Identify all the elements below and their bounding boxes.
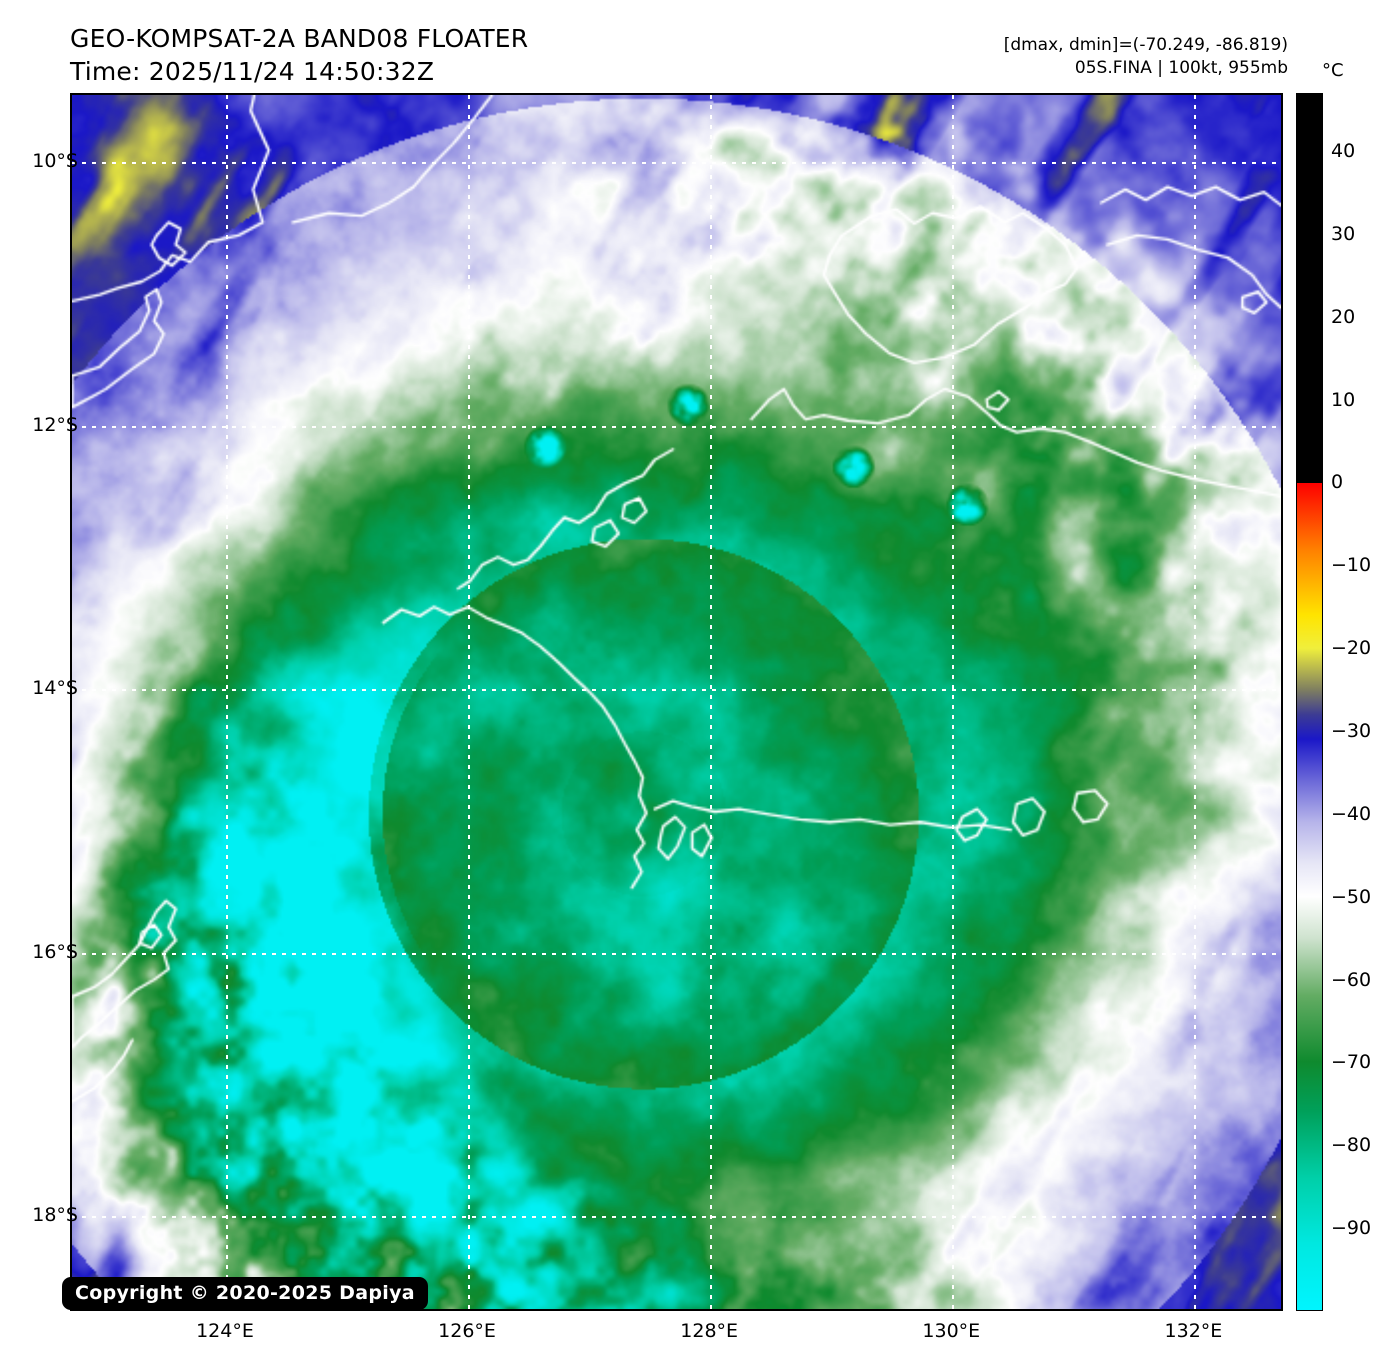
colorbar-tick-label: −50 [1331, 885, 1372, 908]
x-tick-label: 126°E [438, 1320, 496, 1342]
x-tick-label: 130°E [922, 1320, 981, 1342]
colorbar-tick-label: −70 [1331, 1051, 1372, 1074]
product-title: GEO-KOMPSAT-2A BAND08 FLOATER [70, 24, 529, 53]
colorbar-tick-label: −20 [1331, 637, 1372, 660]
colorbar-tick-label: −90 [1331, 1217, 1372, 1240]
copyright-badge: Copyright © 2020-2025 Dapiya [62, 1277, 428, 1310]
colorbar-unit-label: °C [1322, 60, 1344, 81]
y-tick-label: 12°S [32, 413, 78, 436]
x-tick-label: 128°E [680, 1320, 739, 1342]
storm-info-label: 05S.FINA | 100kt, 955mb [1074, 58, 1288, 78]
satellite-imagery [72, 95, 1281, 1309]
page-title: GEO-KOMPSAT-2A BAND08 FLOATER Time: 2025… [70, 22, 528, 88]
y-tick-label: 16°S [32, 940, 78, 963]
x-tick-label: 124°E [196, 1320, 254, 1342]
colorbar-tick-label: −80 [1331, 1134, 1372, 1157]
colorbar-tick-label: 10 [1331, 388, 1356, 411]
y-tick-label: 10°S [32, 150, 78, 173]
colorbar-tick-label: −10 [1331, 554, 1372, 577]
x-tick-label: 132°E [1164, 1320, 1223, 1342]
colorbar-tick-label: −60 [1331, 968, 1372, 991]
y-tick-label: 14°S [32, 677, 78, 700]
colorbar-tick-label: −40 [1331, 802, 1372, 825]
colorbar-tick-label: 20 [1331, 305, 1356, 328]
colorbar-tick-label: 0 [1331, 471, 1344, 494]
colorbar[interactable] [1296, 93, 1323, 1311]
header-metadata: [dmax, dmin]=(-70.249, -86.819) 05S.FINA… [1004, 34, 1288, 80]
timestamp-label: Time: 2025/11/24 14:50:32Z [70, 57, 435, 86]
colorbar-tick-label: 30 [1331, 222, 1356, 245]
y-tick-label: 18°S [32, 1203, 78, 1226]
colorbar-tick-label: −30 [1331, 720, 1372, 742]
colorbar-gradient [1297, 94, 1322, 1310]
satellite-image-panel[interactable] [70, 93, 1283, 1311]
colorbar-tick-label: 40 [1331, 140, 1356, 162]
dminmax-label: [dmax, dmin]=(-70.249, -86.819) [1003, 35, 1288, 55]
